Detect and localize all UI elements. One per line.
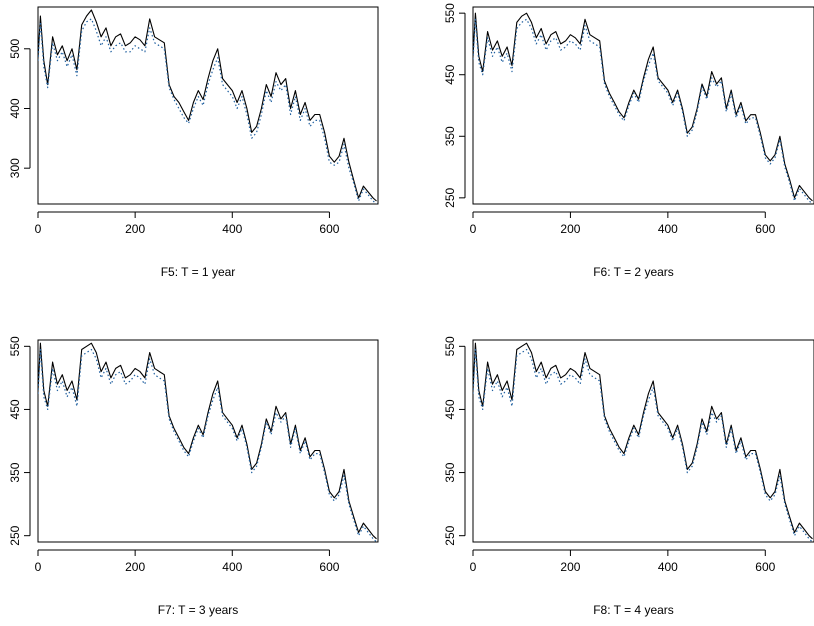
y-tick-label: 450: [443, 64, 457, 84]
chart-panel-4: 0 200 400 600 250 350 450 550 F8: T = 4 years: [443, 336, 814, 617]
chart-panel-3: 0 200 400 600 250 350 450 550 F7: T = 3 years: [8, 336, 379, 617]
y-tick-label: 550: [443, 336, 457, 356]
plot-frame: [37, 6, 379, 205]
x-tick-label: 400: [222, 222, 242, 236]
x-tick-label: 400: [658, 222, 678, 236]
x-axis-title: F8: T = 4 years: [593, 603, 674, 617]
x-tick-label: 0: [35, 222, 42, 236]
x-tick-label: 0: [35, 560, 42, 574]
y-tick-label: 500: [8, 38, 22, 58]
x-axis-title: F7: T = 3 years: [158, 603, 239, 617]
y-tick-label: 300: [8, 158, 22, 178]
y-tick-label: 550: [8, 336, 22, 356]
y-tick-label: 350: [443, 126, 457, 146]
chart-panel-2: 0 200 400 600 250 350 450 550 F6: T = 2 years: [443, 3, 814, 279]
y-tick-label: 350: [8, 462, 22, 482]
x-tick-label: 600: [319, 222, 339, 236]
x-tick-label: 600: [755, 222, 775, 236]
series-line-solid: [38, 342, 377, 540]
x-axis-title: F5: T = 1 year: [161, 265, 236, 279]
y-tick-label: 450: [8, 399, 22, 419]
x-tick-label: 200: [125, 560, 145, 574]
y-tick-label: 400: [8, 98, 22, 118]
series-line-dotted: [38, 348, 377, 542]
y-tick-label: 450: [443, 399, 457, 419]
series-line-solid: [38, 9, 377, 202]
series-line-dotted: [38, 18, 377, 204]
x-tick-label: 400: [658, 560, 678, 574]
plot-frame: [37, 339, 379, 543]
series-line-dotted: [473, 18, 813, 204]
series-line-solid: [473, 12, 813, 202]
x-tick-label: 200: [560, 560, 580, 574]
x-tick-label: 600: [319, 560, 339, 574]
y-tick-label: 250: [443, 525, 457, 545]
x-tick-label: 0: [470, 560, 477, 574]
chart-panel-1: 0 200 400 600 300 400 500 F5: T = 1 year: [8, 6, 379, 279]
series-line-dotted: [473, 348, 813, 542]
x-tick-label: 200: [560, 222, 580, 236]
plot-frame: [472, 339, 814, 543]
y-tick-label: 250: [8, 525, 22, 545]
y-tick-label: 250: [443, 188, 457, 208]
y-tick-label: 350: [443, 462, 457, 482]
x-tick-label: 200: [125, 222, 145, 236]
x-tick-label: 0: [470, 222, 477, 236]
series-line-solid: [473, 342, 813, 540]
y-tick-label: 550: [443, 3, 457, 23]
x-tick-label: 400: [222, 560, 242, 574]
x-tick-label: 600: [755, 560, 775, 574]
plot-frame: [472, 6, 814, 205]
x-axis-title: F6: T = 2 years: [593, 265, 674, 279]
